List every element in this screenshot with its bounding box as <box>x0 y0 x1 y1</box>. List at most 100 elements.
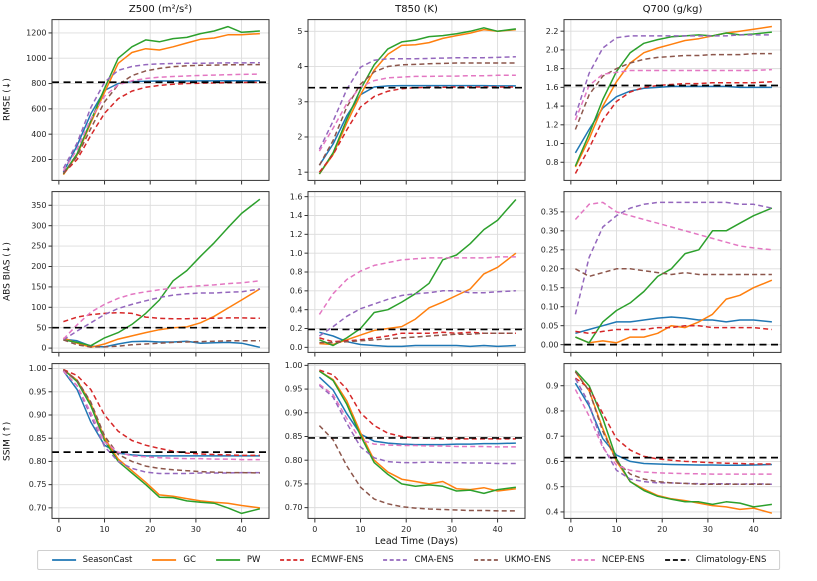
y-tick-label: 1.4 <box>290 211 303 220</box>
y-tick-label: 0.80 <box>29 457 47 466</box>
y-tick-label: 2.2 <box>546 27 559 36</box>
y-tick-label: 50 <box>36 323 46 332</box>
series-seasoncast <box>318 84 516 166</box>
tick-marks <box>560 385 755 523</box>
y-tick-label: 0.8 <box>546 158 559 167</box>
y-tick-label: 1.2 <box>290 230 303 239</box>
y-tick-label: 0.90 <box>29 411 47 420</box>
series-gc <box>62 368 260 509</box>
series-ncep-ens <box>574 201 772 251</box>
series-cma-ens <box>62 288 261 341</box>
series-lines <box>308 369 525 512</box>
series-ecmwf-ens <box>63 311 260 323</box>
chart-q700-rmse: 0.8 1.0 1.2 1.4 1.6 1.8 2.0 2.2 <box>546 19 782 185</box>
x-tick-label: 30 <box>447 525 457 534</box>
chart-t850-rmse: 1 2 3 4 5 <box>297 19 526 185</box>
tick-labels: 0.4 0.5 0.6 0.7 0.8 0.9 0 10 20 30 40 <box>546 381 759 534</box>
series-ncep-ens <box>318 383 516 448</box>
gridlines <box>308 191 525 353</box>
series-ecmwf-ens <box>574 80 772 174</box>
x-tick-label: 40 <box>748 525 758 534</box>
y-tick-label: 0.80 <box>285 456 303 465</box>
legend-item-ukmo-ens: UKMO-ENS <box>473 555 551 565</box>
y-tick-label: 1.00 <box>285 361 303 370</box>
plot-border <box>563 19 782 181</box>
chart-z500-rmse: 200 400 600 800 1000 1200 <box>26 19 270 185</box>
y-tick-label: 1.2 <box>546 120 559 129</box>
series-gc <box>575 279 773 344</box>
series-cma-ens <box>574 34 772 116</box>
series-cma-ens <box>62 370 260 475</box>
y-tick-label: 250 <box>31 242 46 251</box>
chart-t850-abs-bias: 0.0 0.2 0.4 0.6 0.8 1.0 1.2 1.4 1.6 <box>290 191 526 357</box>
x-tick-label: 30 <box>191 525 201 534</box>
series-cma-ens <box>574 201 773 315</box>
series-seasoncast <box>574 85 772 154</box>
y-tick-label: 200 <box>31 155 46 164</box>
subplot-title-z500: Z500 (m²/s²) <box>128 4 193 15</box>
y-tick-label: 0.25 <box>541 245 559 254</box>
series-gc <box>319 252 517 346</box>
tick-labels: 0.70 0.75 0.80 0.85 0.90 0.95 1.00 0 10 20 30 40 <box>285 361 503 534</box>
y-tick-label: 2 <box>297 133 302 142</box>
x-tick-label: 10 <box>99 525 109 534</box>
x-tick-label: 0 <box>568 525 573 534</box>
tick-marks <box>560 211 755 357</box>
legend-label: SeasonCast <box>82 555 133 565</box>
series-lines <box>308 27 525 175</box>
y-tick-label: 0.00 <box>541 340 559 349</box>
series-seasoncast <box>318 376 516 446</box>
series-ukmo-ens <box>62 63 260 174</box>
y-tick-label: 0.7 <box>546 432 559 441</box>
series-ecmwf-ens <box>574 377 772 465</box>
legend-item-climatology-ens: Climatology-ENS <box>664 555 766 565</box>
tick-labels: 200 400 600 800 1000 1200 <box>26 29 46 165</box>
y-tick-label: 0.9 <box>546 381 559 390</box>
x-tick-label: 30 <box>703 525 713 534</box>
chart-q700-abs-bias: 0.00 0.05 0.10 0.15 0.20 0.25 0.30 0.35 <box>541 191 782 357</box>
plot-border <box>563 363 782 519</box>
y-tick-label: 400 <box>31 130 46 139</box>
y-tick-label: 3 <box>297 97 302 106</box>
series-cma-ens <box>318 384 516 465</box>
x-tick-label: 20 <box>145 525 155 534</box>
y-tick-label: 0.75 <box>29 480 47 489</box>
series-ecmwf-ens <box>63 368 260 457</box>
series-pw <box>318 370 516 495</box>
y-axis-row-label-ssim: SSIM (↑) <box>2 421 13 461</box>
y-tick-label: 0.4 <box>290 305 303 314</box>
tick-marks <box>48 368 243 523</box>
series-ncep-ens <box>62 73 260 172</box>
series-seasoncast <box>319 331 516 348</box>
series-ukmo-ens <box>574 52 772 130</box>
series-ukmo-ens <box>319 332 516 344</box>
series-ncep-ens <box>62 370 260 461</box>
y-tick-label: 0.15 <box>541 283 559 292</box>
plot-border <box>307 363 526 519</box>
y-tick-label: 150 <box>31 282 46 291</box>
y-tick-label: 0.6 <box>546 457 559 466</box>
series-pw <box>575 207 773 344</box>
series-lines <box>308 199 525 348</box>
series-cma-ens <box>574 378 772 485</box>
series-ecmwf-ens <box>318 86 516 173</box>
y-tick-label: 0 <box>41 344 46 353</box>
y-tick-label: 600 <box>31 104 46 113</box>
y-tick-label: 1000 <box>26 54 46 63</box>
legend-line-sample-icon <box>383 559 408 561</box>
y-tick-label: 0.5 <box>546 482 559 491</box>
y-tick-label: 300 <box>31 221 46 230</box>
y-tick-label: 0.95 <box>285 385 303 394</box>
series-lines <box>52 368 269 515</box>
gridlines <box>52 19 269 181</box>
series-seasoncast <box>62 80 260 173</box>
y-tick-label: 200 <box>31 262 46 271</box>
series-seasoncast <box>574 382 772 466</box>
chart-z500-abs-bias: 0 50 100 150 200 250 300 350 <box>31 191 270 357</box>
series-gc <box>319 370 516 492</box>
y-tick-label: 0.10 <box>541 302 559 311</box>
legend-label: UKMO-ENS <box>504 555 551 565</box>
x-tick-label: 40 <box>492 525 502 534</box>
gridlines <box>564 191 781 353</box>
